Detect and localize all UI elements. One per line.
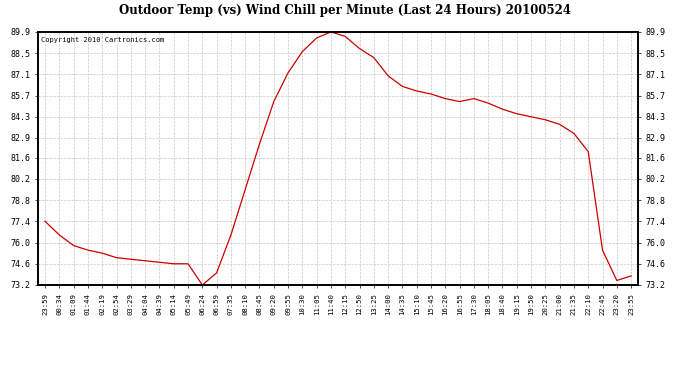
Text: Copyright 2010 Cartronics.com: Copyright 2010 Cartronics.com bbox=[41, 37, 164, 43]
Text: Outdoor Temp (vs) Wind Chill per Minute (Last 24 Hours) 20100524: Outdoor Temp (vs) Wind Chill per Minute … bbox=[119, 4, 571, 17]
